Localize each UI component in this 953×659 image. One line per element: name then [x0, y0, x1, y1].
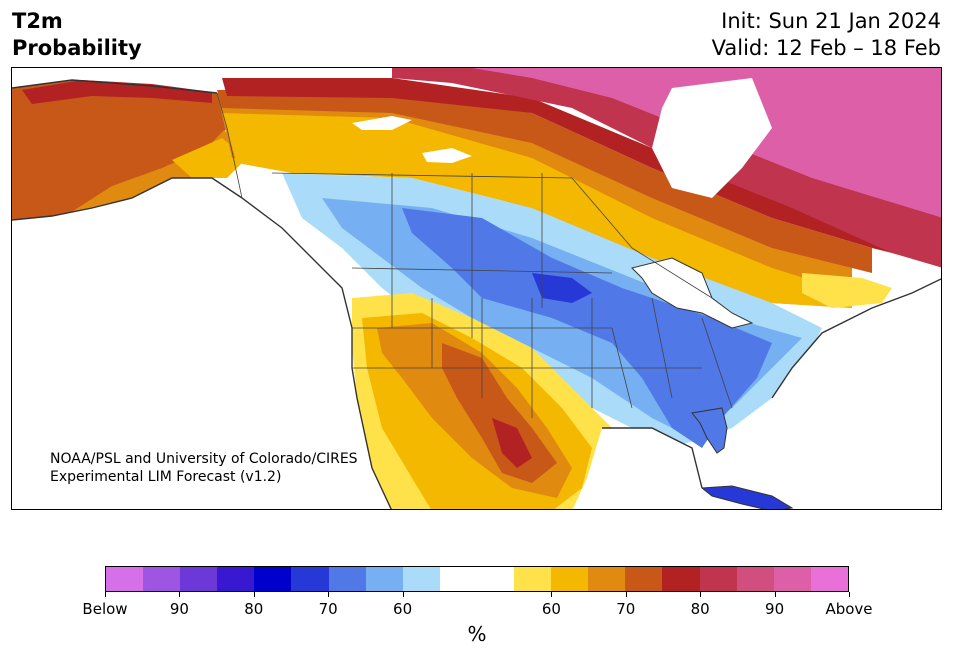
- colorbar-tick-mark: [625, 592, 627, 597]
- colorbar-tick-label: Below: [82, 600, 128, 618]
- alaska-warm-region: [12, 80, 227, 220]
- colorbar-segment: [291, 567, 329, 591]
- forecast-dates: Init: Sun 21 Jan 2024 Valid: 12 Feb – 18…: [712, 8, 941, 62]
- colorbar-segment: [365, 567, 403, 591]
- colorbar-tick-label: 90: [169, 600, 189, 618]
- colorbar-tick-mark: [328, 592, 330, 597]
- canada-above-60: [217, 88, 872, 273]
- colorbar-segment: [476, 567, 515, 591]
- colorbar-segment: [662, 567, 700, 591]
- coastline: [12, 79, 941, 509]
- alaska-above-40: [172, 138, 247, 178]
- colorbar-tick-label: 70: [318, 600, 338, 618]
- alaska-above-70: [22, 80, 212, 104]
- colorbar-tick-mark: [402, 592, 404, 597]
- colorbar-segment: [588, 567, 626, 591]
- valid-date: Valid: 12 Feb – 18 Feb: [711, 36, 941, 60]
- canada-above-90: [472, 68, 941, 218]
- below-60-region: [532, 273, 592, 303]
- colorbar-segment: [625, 567, 663, 591]
- colorbar-tick-mark: [551, 592, 553, 597]
- southwest-above-70: [492, 418, 532, 468]
- title-variable: T2m: [12, 9, 63, 33]
- credit-line-1: NOAA/PSL and University of Colorado/CIRE…: [50, 451, 358, 467]
- colorbar-tick-label: 80: [690, 600, 710, 618]
- gulf-of-mexico: [572, 428, 702, 509]
- colorbar-unit: %: [467, 622, 487, 646]
- florida: [691, 407, 728, 454]
- atlantic-ocean: [752, 278, 941, 509]
- colorbar-tick-mark: [105, 592, 106, 597]
- colorbar-segment: [402, 567, 440, 591]
- great-bear-lake: [422, 148, 472, 163]
- great-slave-lake: [352, 116, 412, 130]
- colorbar-segment: [217, 567, 255, 591]
- colorbar-tick-label: 60: [541, 600, 561, 618]
- colorbar-tick-label: 60: [393, 600, 413, 618]
- credit-line-2: Experimental LIM Forecast (v1.2): [50, 469, 282, 485]
- colorbar-segment: [699, 567, 737, 591]
- northeast-above-30: [802, 273, 892, 308]
- title-type: Probability: [12, 36, 142, 60]
- colorbar-segment: [514, 567, 552, 591]
- credit-text: NOAA/PSL and University of Colorado/CIRE…: [50, 450, 358, 486]
- colorbar-tick-mark: [179, 592, 181, 597]
- cuba: [700, 485, 794, 509]
- colorbar-tick-mark: [253, 592, 255, 597]
- colorbar-tick-label: Above: [825, 600, 873, 618]
- colorbar-tick-mark: [849, 592, 850, 597]
- canada-above-70: [222, 78, 912, 258]
- great-lakes: [631, 257, 754, 329]
- southwest-above-60: [442, 343, 557, 483]
- colorbar-tick-mark: [700, 592, 702, 597]
- colorbar-tick-label: 80: [244, 600, 264, 618]
- pacific-ocean: [12, 178, 392, 509]
- colorbar-segment: [736, 567, 774, 591]
- colorbar-segment: [106, 567, 144, 591]
- colorbar-segment: [773, 567, 811, 591]
- probability-map: NOAA/PSL and University of Colorado/CIRE…: [11, 67, 942, 510]
- colorbar-segment: [180, 567, 218, 591]
- map-title: T2m Probability: [12, 8, 142, 62]
- init-date: Init: Sun 21 Jan 2024: [721, 9, 941, 33]
- canada-above-40: [222, 113, 852, 308]
- colorbar-segment: [254, 567, 292, 591]
- colorbar-segment: [551, 567, 589, 591]
- colorbar-segment: [328, 567, 366, 591]
- colorbar-tick-label: 70: [616, 600, 636, 618]
- colorbar-segment: [439, 567, 477, 591]
- colorbar-tick-mark: [774, 592, 776, 597]
- colorbar-segment: [810, 567, 848, 591]
- colorbar-tick-label: 90: [765, 600, 785, 618]
- colorbar-segment: [143, 567, 181, 591]
- hudson-bay: [652, 78, 772, 198]
- map-canvas: [12, 68, 941, 509]
- probability-colorbar: [105, 566, 849, 592]
- political-borders: [216, 92, 733, 418]
